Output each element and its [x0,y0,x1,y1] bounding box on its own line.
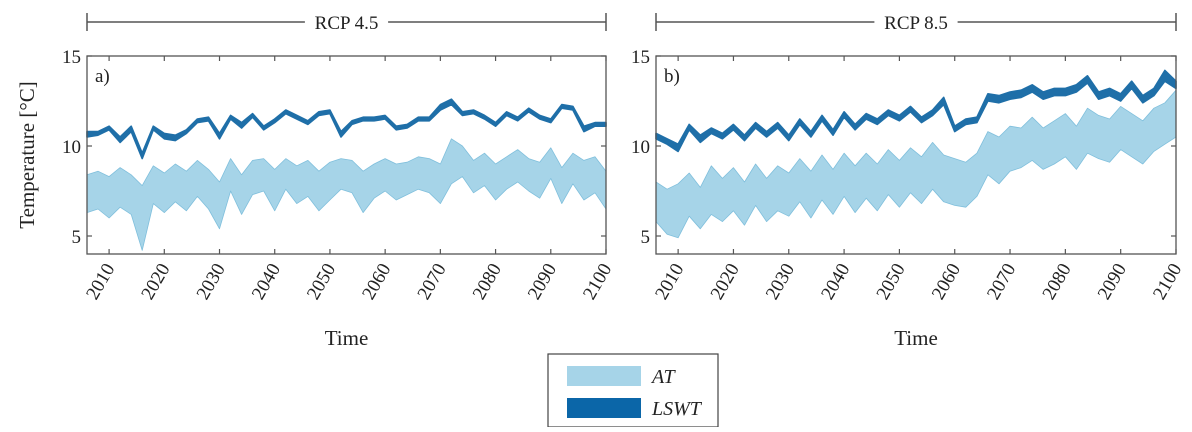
plot-frame [86,55,607,255]
x-tick-label: 2080 [1039,260,1076,303]
scenario-title: RCP 8.5 [884,13,948,34]
y-tick-label: 10 [631,137,650,158]
x-tick-label: 2030 [193,260,230,303]
x-axis-label: Time [325,326,369,350]
legend-swatch-lswt [567,398,641,418]
x-tick-label: 2100 [579,260,616,303]
x-tick-label: 2050 [303,260,340,303]
panel-rcp45: RCP 4.5 a) 5 10 15 2010 2020 2030 2040 2050 2060 20… [15,13,616,350]
y-tick-label: 5 [72,227,82,248]
x-tick-label: 2090 [524,260,561,303]
legend-label-lswt: LSWT [651,398,703,420]
legend-swatch-at [567,366,641,386]
x-tick-label: 2080 [469,260,506,303]
x-tick-label: 2070 [983,260,1020,303]
y-tick-label: 5 [641,227,651,248]
x-tick-label: 2100 [1149,260,1186,303]
x-tick-label: 2020 [137,260,174,303]
y-tick-label: 15 [62,47,81,68]
y-tick-label: 10 [62,137,81,158]
x-tick-label: 2070 [414,260,451,303]
x-tick-label: 2090 [1094,260,1131,303]
x-tick-label: 2010 [651,260,688,303]
lswt-band [86,98,607,160]
x-axis-label: Time [894,326,938,350]
x-tick-label: 2040 [817,260,854,303]
scenario-title: RCP 4.5 [315,13,379,34]
panel-label: a) [95,66,110,87]
x-tick-label: 2020 [707,260,744,303]
panel-label: b) [664,66,680,87]
x-tick-label: 2040 [248,260,285,303]
x-tick-label: 2010 [82,260,119,303]
legend: AT LSWT [547,353,719,428]
legend-label-at: AT [650,366,676,388]
y-axis-label: Temperature [°C] [15,81,39,228]
x-tick-label: 2060 [358,260,395,303]
x-tick-label: 2060 [928,260,965,303]
y-tick-label: 15 [631,47,650,68]
x-tick-label: 2030 [762,260,799,303]
panel-rcp85: RCP 8.5 b) 5 10 15 2010 2020 2030 2040 2050 2060 20… [631,13,1186,350]
plot-frame [655,55,1177,255]
at-band [86,138,607,251]
x-tick-label: 2050 [873,260,910,303]
